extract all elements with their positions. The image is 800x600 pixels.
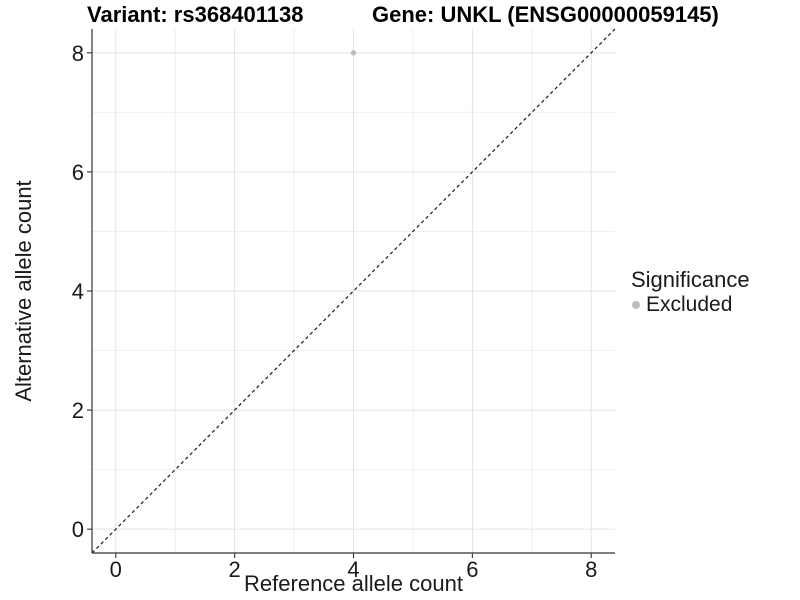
x-tick-label: 2 [229,557,241,582]
y-tick-label: 4 [72,279,84,304]
data-point [350,50,357,56]
x-tick-label: 0 [110,557,122,582]
y-tick-label: 8 [72,41,84,66]
plot-title-gene: Gene: UNKL (ENSG00000059145) [372,2,719,27]
legend-entry-excluded: Excluded [631,293,750,317]
plot-title-variant: Variant: rs368401138 [87,2,304,27]
legend: Significance Excluded [631,268,750,317]
x-tick-label: 4 [347,557,359,582]
y-axis-title: Alternative allele count [11,180,36,402]
legend-key-dot-icon [632,301,640,309]
x-tick-label: 8 [585,557,597,582]
y-tick-label: 6 [72,160,84,185]
x-tick-label: 6 [466,557,478,582]
legend-entry-label: Excluded [646,293,733,316]
y-tick-label: 2 [72,398,84,423]
x-axis-title: Reference allele count [244,571,463,596]
y-tick-label: 0 [72,517,84,542]
legend-title: Significance [631,267,750,292]
